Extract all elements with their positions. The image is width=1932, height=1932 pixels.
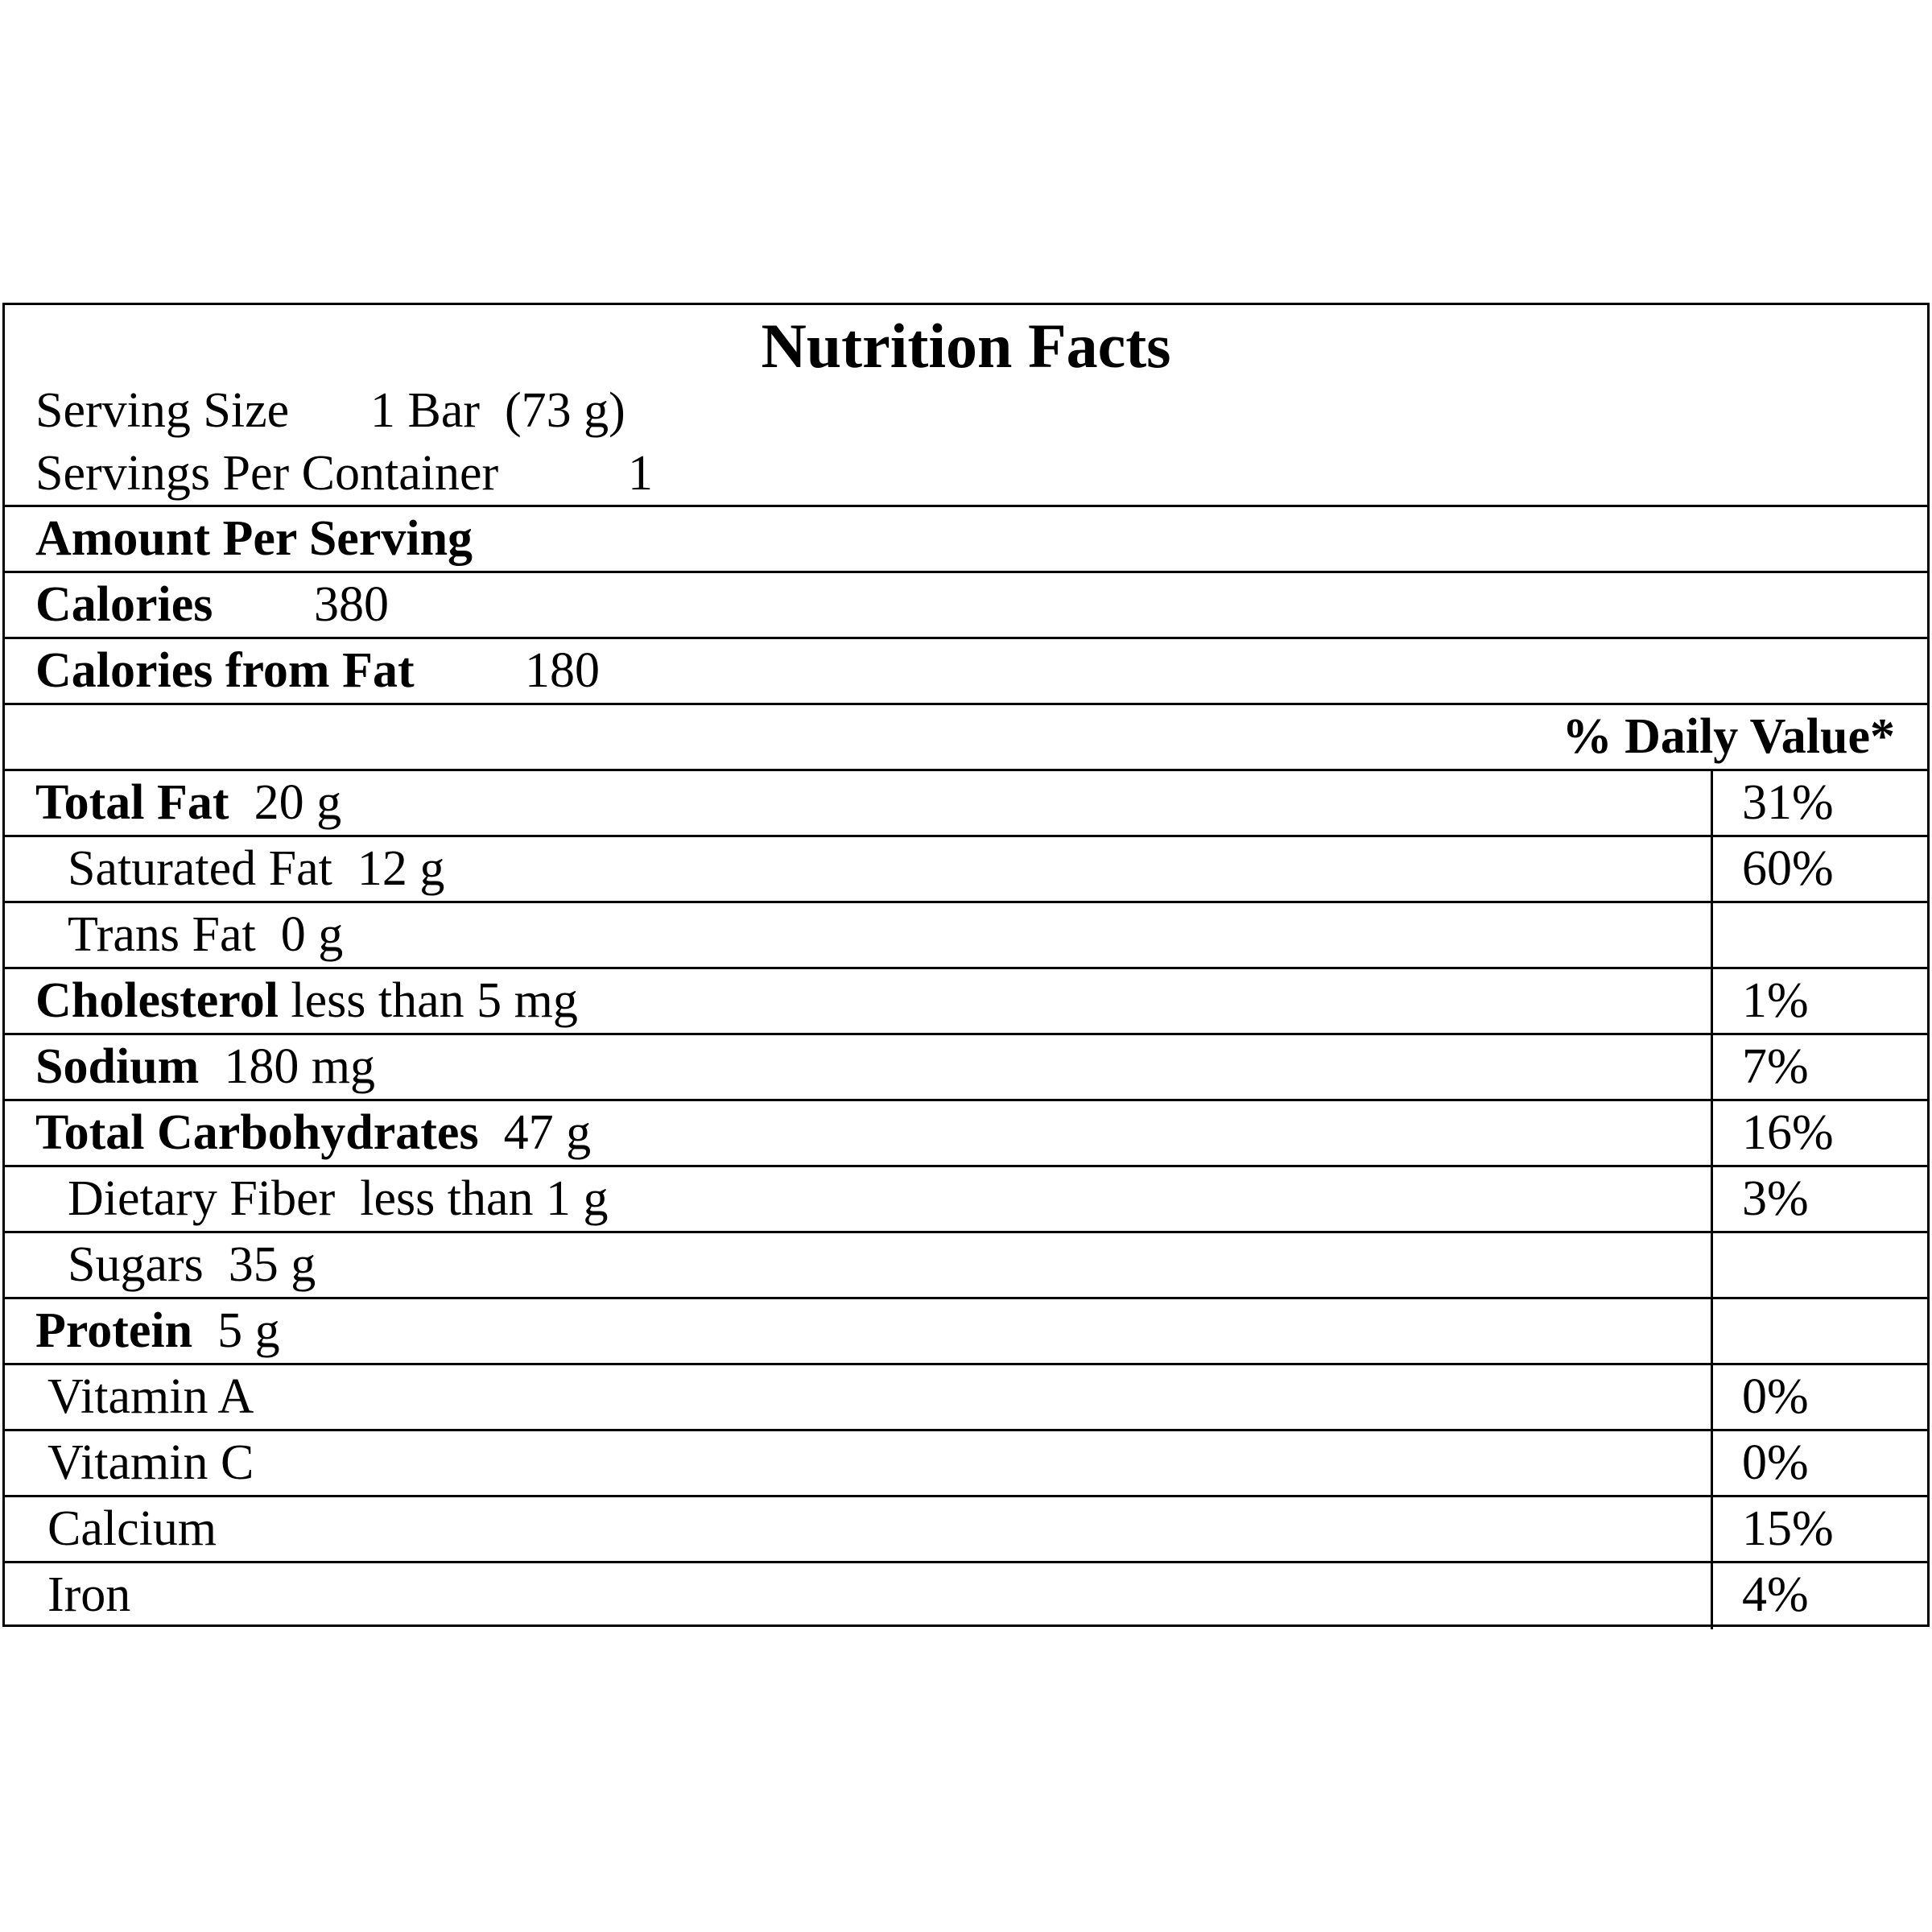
dv-cell: 60% <box>1711 837 1927 901</box>
nutrient-name: Total Fat <box>35 775 229 830</box>
serving-size-label: Serving Size <box>35 383 290 438</box>
dv-cell <box>1711 1299 1927 1363</box>
nutrient-name: Total Carbohydrates <box>35 1105 479 1160</box>
nutrient-cell: Dietary Fiber less than 1 g <box>5 1167 1711 1231</box>
nutrient-cell: Iron <box>5 1563 1711 1629</box>
nutrient-cell: Saturated Fat 12 g <box>5 837 1711 901</box>
nutrient-row: Iron 4% <box>5 1563 1927 1629</box>
dv-cell: 0% <box>1711 1431 1927 1495</box>
nutrient-amount: 180 mg <box>224 1039 376 1094</box>
servings-value: 1 <box>628 446 653 501</box>
nutrient-row: Sugars 35 g <box>5 1233 1927 1299</box>
amount-row: Amount Per Serving <box>5 507 1927 573</box>
daily-value: 60% <box>1742 841 1834 896</box>
nutrient-cell: Cholesterol less than 5 mg <box>5 969 1711 1033</box>
nutrient-amount: 20 g <box>254 775 342 830</box>
nutrient-row: Calcium 15% <box>5 1497 1927 1563</box>
daily-value: 16% <box>1742 1105 1834 1160</box>
nutrient-cell: Protein 5 g <box>5 1299 1711 1363</box>
calories-fat-label: Calories from Fat <box>35 643 415 698</box>
nutrient-name: Trans Fat <box>68 907 256 962</box>
serving-size: Serving Size 1 Bar (73 g) <box>35 386 625 436</box>
daily-value: 0% <box>1742 1369 1809 1424</box>
nutrient-name: Cholesterol <box>35 973 279 1028</box>
nutrient-amount: less than 5 mg <box>291 973 578 1028</box>
nutrient-name: Sugars <box>68 1237 204 1292</box>
calories-label: Calories <box>35 577 213 632</box>
daily-value: 3% <box>1742 1171 1809 1226</box>
nutrient-name: Vitamin C <box>47 1435 254 1490</box>
nutrient-cell: Vitamin C <box>5 1431 1711 1495</box>
title: Nutrition Facts <box>761 311 1171 381</box>
nutrient-amount: 0 g <box>280 907 344 962</box>
nutrient-row: Sodium 180 mg 7% <box>5 1035 1927 1101</box>
daily-value: 1% <box>1742 973 1809 1028</box>
dv-cell: 31% <box>1711 771 1927 835</box>
nutrient-row: Protein 5 g <box>5 1299 1927 1365</box>
dv-cell <box>1711 1233 1927 1297</box>
nutrient-row: Trans Fat 0 g <box>5 903 1927 969</box>
nutrient-row: Total Carbohydrates 47 g 16% <box>5 1101 1927 1167</box>
nutrient-name: Dietary Fiber <box>68 1171 336 1226</box>
dv-cell: 4% <box>1711 1563 1927 1629</box>
nutrient-row: Total Fat 20 g 31% <box>5 771 1927 837</box>
serving-size-value: 1 Bar (73 g) <box>370 383 625 438</box>
nutrient-name: Saturated Fat <box>68 841 332 896</box>
nutrient-name: Protein <box>35 1303 193 1358</box>
nutrient-amount: 12 g <box>357 841 445 896</box>
calories-fat-value: 180 <box>525 643 600 698</box>
daily-value-header: % Daily Value* <box>1562 709 1895 764</box>
dv-cell: 3% <box>1711 1167 1927 1231</box>
calories-fat-row: Calories from Fat 180 <box>5 639 1927 705</box>
nutrient-cell: Sugars 35 g <box>5 1233 1711 1297</box>
nutrient-amount: 47 g <box>503 1105 592 1160</box>
nutrient-name: Calcium <box>47 1501 217 1556</box>
dv-cell <box>1711 903 1927 967</box>
nutrient-row: Dietary Fiber less than 1 g 3% <box>5 1167 1927 1233</box>
nutrition-label: Nutrition Facts Serving Size 1 Bar (73 g)… <box>2 303 1930 1629</box>
nutrient-amount: 35 g <box>228 1237 316 1292</box>
nutrient-cell: Vitamin A <box>5 1365 1711 1429</box>
nutrient-name: Iron <box>47 1567 131 1622</box>
nutrient-cell: Calcium <box>5 1497 1711 1561</box>
nutrient-cell: Sodium 180 mg <box>5 1035 1711 1099</box>
nutrient-cell: Total Fat 20 g <box>5 771 1711 835</box>
nutrient-row: Vitamin A 0% <box>5 1365 1927 1431</box>
daily-value: 4% <box>1742 1567 1809 1622</box>
dv-cell: 15% <box>1711 1497 1927 1561</box>
nutrient-cell: Trans Fat 0 g <box>5 903 1711 967</box>
daily-value: 31% <box>1742 775 1834 830</box>
nutrient-row: Vitamin C 0% <box>5 1431 1927 1497</box>
label-header: Nutrition Facts Serving Size 1 Bar (73 g)… <box>5 305 1927 507</box>
nutrient-row: Cholesterol less than 5 mg 1% <box>5 969 1927 1035</box>
dv-cell: 0% <box>1711 1365 1927 1429</box>
nutrient-name: Sodium <box>35 1039 200 1094</box>
daily-value: 15% <box>1742 1501 1834 1556</box>
dv-cell: 7% <box>1711 1035 1927 1099</box>
nutrient-cell: Total Carbohydrates 47 g <box>5 1101 1711 1165</box>
daily-value: 0% <box>1742 1435 1809 1490</box>
calories-row: Calories 380 <box>5 573 1927 639</box>
calories-value: 380 <box>314 577 389 632</box>
nutrient-row: Saturated Fat 12 g 60% <box>5 837 1927 903</box>
dv-cell: 1% <box>1711 969 1927 1033</box>
servings-label: Servings Per Container <box>35 446 499 501</box>
servings-per-container: Servings Per Container 1 <box>35 448 653 498</box>
nutrient-amount: 5 g <box>217 1303 280 1358</box>
dv-header-row: % Daily Value* <box>5 705 1927 771</box>
nutrient-amount: less than 1 g <box>360 1171 609 1226</box>
dv-cell: 16% <box>1711 1101 1927 1165</box>
nutrient-name: Vitamin A <box>47 1369 254 1424</box>
daily-value: 7% <box>1742 1039 1809 1094</box>
amount-per-serving: Amount Per Serving <box>35 511 473 566</box>
